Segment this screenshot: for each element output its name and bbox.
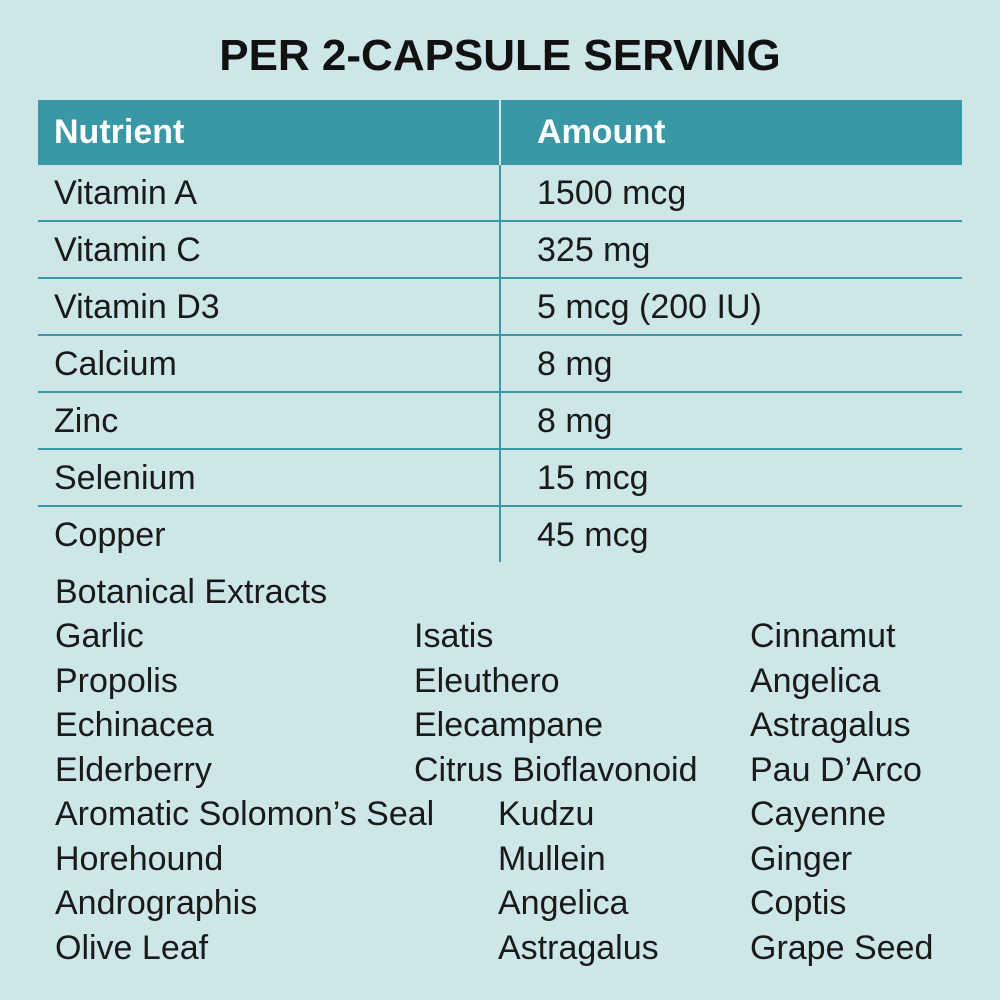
botanical-item: Astragalus <box>750 706 911 744</box>
botanical-item: Eleuthero <box>414 662 560 700</box>
botanical-extracts-heading: Botanical Extracts <box>55 573 328 611</box>
botanical-item: Cinnamut <box>750 617 896 655</box>
table-header-row: Nutrient Amount <box>38 100 962 165</box>
botanical-item: Ginger <box>750 840 853 878</box>
nutrient-amount: 5 mcg (200 IU) <box>499 278 962 336</box>
nutrient-name: Selenium <box>38 449 500 507</box>
botanical-item: Aromatic Solomon’s Seal <box>55 795 435 833</box>
nutrient-name: Vitamin D3 <box>38 278 500 336</box>
botanical-item: Angelica <box>750 662 881 700</box>
nutrient-amount: 1500 mcg <box>499 165 962 222</box>
botanical-item: Pau D’Arco <box>750 751 922 789</box>
botanical-extracts-list: Garlic Isatis Cinnamut Propolis Eleuthero Ang… <box>0 614 1000 974</box>
table-row: Vitamin D3 5 mcg (200 IU) <box>38 278 962 336</box>
nutrient-amount: 8 mg <box>499 392 962 450</box>
table-row: Copper 45 mcg <box>38 506 962 562</box>
botanical-item: Propolis <box>55 662 178 700</box>
nutrient-name: Copper <box>54 515 166 554</box>
botanical-item: Horehound <box>55 840 224 878</box>
botanical-item: Mullein <box>498 840 606 878</box>
botanical-item: Citrus Bioflavonoid <box>414 751 698 789</box>
nutrient-name: Zinc <box>38 392 500 450</box>
botanical-item: Angelica <box>498 884 629 922</box>
nutrient-amount: 8 mg <box>499 335 962 393</box>
botanical-item: Olive Leaf <box>55 929 209 967</box>
botanical-item: Kudzu <box>498 795 595 833</box>
page-title: PER 2-CAPSULE SERVING <box>219 31 781 80</box>
table-row: Calcium 8 mg <box>38 335 962 393</box>
table-row: Vitamin A 1500 mcg <box>38 165 962 222</box>
nutrient-name: Calcium <box>38 335 500 393</box>
nutrient-table: Nutrient Amount Vitamin A 1500 mcg Vitam… <box>38 100 962 562</box>
botanical-item: Garlic <box>55 617 144 655</box>
table-row: Vitamin C 325 mg <box>38 221 962 279</box>
nutrient-amount: 45 mcg <box>499 506 962 562</box>
botanical-item: Elderberry <box>55 751 212 789</box>
nutrient-amount: 15 mcg <box>499 449 962 507</box>
nutrient-name: Vitamin A <box>38 165 500 222</box>
nutrient-amount: 325 mg <box>499 221 962 279</box>
botanical-item: Cayenne <box>750 795 887 833</box>
botanical-item: Andrographis <box>55 884 258 922</box>
table-row: Zinc 8 mg <box>38 392 962 450</box>
botanical-item: Echinacea <box>55 706 214 744</box>
botanical-item: Grape Seed <box>750 929 934 967</box>
column-header-amount: Amount <box>500 100 962 165</box>
botanical-item: Coptis <box>750 884 847 922</box>
botanical-item: Astragalus <box>498 929 659 967</box>
column-header-nutrient: Nutrient <box>38 100 501 165</box>
botanical-item: Elecampane <box>414 706 604 744</box>
table-row: Selenium 15 mcg <box>38 449 962 507</box>
nutrient-name: Vitamin C <box>38 221 500 279</box>
botanical-item: Isatis <box>414 617 494 655</box>
